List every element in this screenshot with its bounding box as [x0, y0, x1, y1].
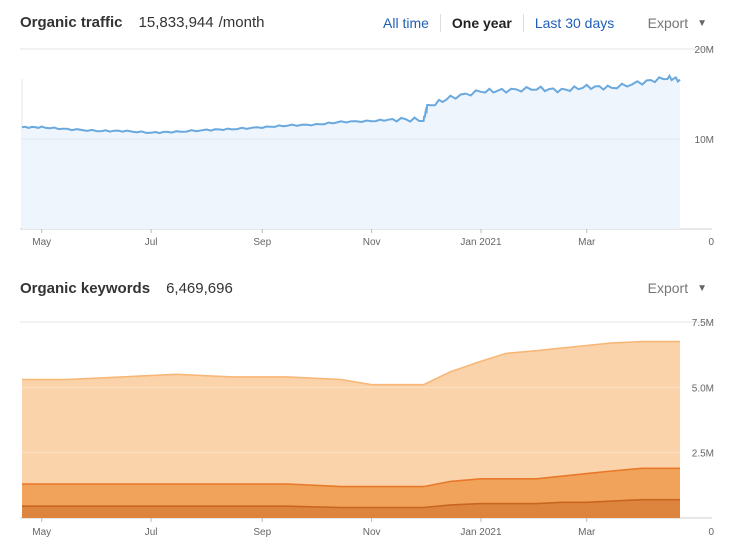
chevron-down-icon: ▼ — [697, 282, 707, 294]
y-tick-label: 2.5M — [692, 449, 714, 460]
x-tick-label: Jul — [145, 237, 158, 248]
range-last-30-days[interactable]: Last 30 days — [534, 15, 615, 31]
traffic-value: 15,833,944 — [138, 13, 214, 31]
range-divider — [439, 14, 441, 32]
traffic-header: Organic traffic 15,833,944 /month — [20, 10, 264, 34]
x-tick-label: Mar — [578, 237, 596, 248]
chevron-down-icon: ▼ — [697, 17, 707, 29]
x-tick-label: Jan 2021 — [460, 527, 502, 538]
traffic-export-label: Export — [647, 15, 689, 31]
y-tick-label: 20M — [695, 45, 714, 56]
y-tick-label: 10M — [695, 135, 714, 146]
keywords-export-label: Export — [647, 280, 689, 296]
keywords-title: Organic keywords — [20, 279, 151, 297]
x-tick-label: Jan 2021 — [460, 237, 502, 248]
positions-4-10-line — [22, 467, 680, 488]
traffic-series-line — [21, 73, 681, 135]
y-tick-label: 0 — [708, 527, 714, 538]
traffic-unit: /month — [218, 13, 265, 31]
keywords-chart: 7.5M 5.0M 2.5M 0 May Jul Sep Nov Jan 2021 Mar — [20, 318, 714, 538]
y-tick-label: 5.0M — [692, 383, 714, 394]
traffic-title: Organic traffic — [20, 13, 123, 31]
x-tick-label: May — [32, 527, 51, 538]
x-tick-label: Mar — [578, 527, 596, 538]
x-tick-label: May — [32, 237, 51, 248]
y-tick-label: 0 — [708, 237, 714, 248]
total-keywords-area — [22, 341, 680, 518]
x-tick-label: Sep — [253, 527, 271, 538]
x-tick-label: Nov — [363, 527, 381, 538]
keywords-value: 6,469,696 — [166, 279, 233, 297]
positions-1-3-line — [22, 498, 680, 509]
traffic-chart: 20M 10M 0 May Jul Sep Nov Jan 2021 Mar — [20, 45, 714, 248]
range-divider — [522, 14, 524, 32]
x-tick-label: Jul — [145, 527, 158, 538]
range-all-time[interactable]: All time — [383, 15, 429, 31]
y-tick-label: 7.5M — [692, 318, 714, 329]
total-keywords-line — [22, 340, 680, 386]
keywords-header: Organic keywords 6,469,696 — [20, 276, 233, 300]
traffic-area — [22, 75, 680, 230]
x-tick-label: Nov — [363, 237, 381, 248]
traffic-export-button[interactable]: Export ▼ — [648, 12, 707, 34]
range-one-year[interactable]: One year — [451, 15, 512, 31]
keywords-export-button[interactable]: Export ▼ — [648, 276, 707, 300]
x-tick-label: Sep — [253, 237, 271, 248]
range-selector: All time One year Last 30 days — [372, 12, 625, 34]
